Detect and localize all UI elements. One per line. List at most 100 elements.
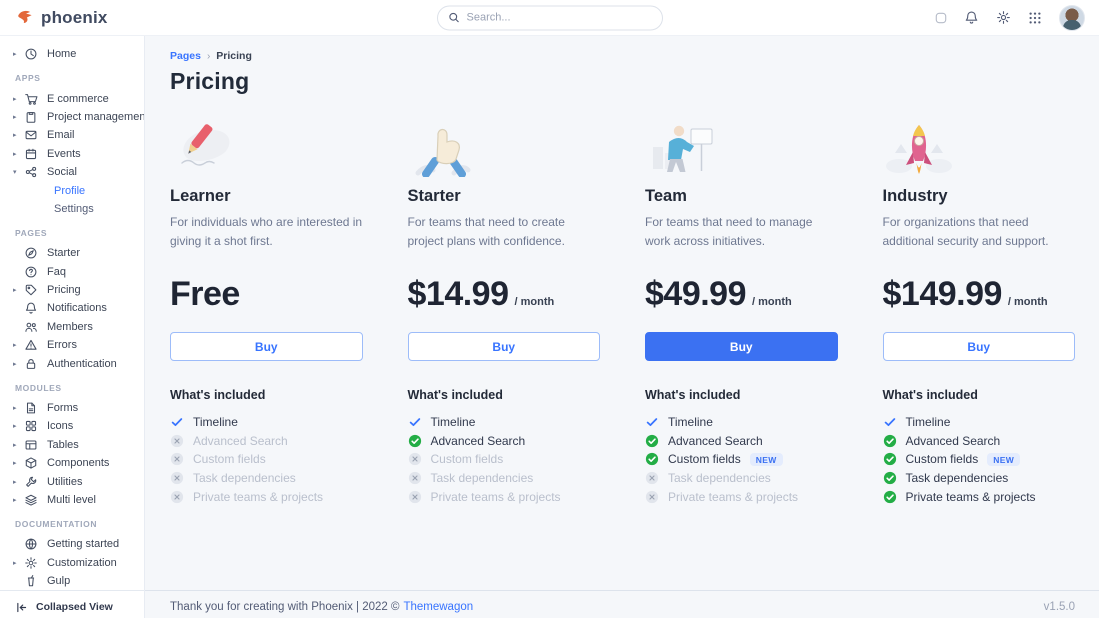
sidebar-item-forms[interactable]: ▸ Forms xyxy=(13,399,138,417)
file-icon xyxy=(24,401,39,416)
cross-circle-icon xyxy=(645,490,659,504)
sidebar-item-authentication[interactable]: ▸ Authentication xyxy=(13,354,138,372)
wrench-icon xyxy=(24,474,39,489)
sidebar-item-members[interactable]: Members xyxy=(13,318,138,336)
sidebar-item-multi-level[interactable]: ▸ Multi level xyxy=(13,491,138,509)
notifications-bell-icon[interactable] xyxy=(964,10,979,25)
check-circle-icon xyxy=(408,434,422,448)
buy-button-team[interactable]: Buy xyxy=(645,332,838,361)
buy-button-learner[interactable]: Buy xyxy=(170,332,363,361)
pricing-page: Pages › Pricing Pricing xyxy=(145,36,1099,590)
sidebar-item-components[interactable]: ▸ Components xyxy=(13,454,138,472)
sidebar-item-utilities[interactable]: ▸ Utilities xyxy=(13,472,138,490)
plan-price-row: $149.99 / month xyxy=(883,275,1076,317)
feature-list: Timeline Advanced Search Custom fields Task… xyxy=(408,413,601,506)
footer-thanks: Thank you for creating with Phoenix | 20… xyxy=(170,601,400,614)
cross-circle-icon xyxy=(170,452,184,466)
navbar-actions xyxy=(935,4,1099,31)
sidebar-item-label: Home xyxy=(47,48,77,61)
new-badge: NEW xyxy=(987,452,1021,467)
feature-custom-fields: Custom fields xyxy=(408,450,601,469)
sidebar-item-getting-started[interactable]: Getting started xyxy=(13,535,138,553)
table-icon xyxy=(24,437,39,452)
feature-label: Advanced Search xyxy=(430,433,526,448)
global-search[interactable] xyxy=(436,5,663,30)
feature-label: Task dependencies xyxy=(193,471,296,486)
collapsed-view-toggle[interactable]: Collapsed View xyxy=(0,590,144,618)
brand-logo[interactable]: phoenix xyxy=(0,8,108,28)
sidebar-item-label: Social xyxy=(47,166,77,179)
included-title: What's included xyxy=(645,388,741,402)
plan-name: Starter xyxy=(407,187,461,205)
sidebar-item-events[interactable]: ▸ Events xyxy=(13,145,138,163)
pricing-plans: Learner For individuals who are interest… xyxy=(170,119,1075,506)
sidebar-item-home[interactable]: ▸ Home xyxy=(13,45,138,63)
user-avatar[interactable] xyxy=(1059,4,1085,31)
plan-price-row: Free xyxy=(170,275,363,317)
feature-custom-fields: Custom fields xyxy=(170,450,363,469)
feature-advanced-search: Advanced Search xyxy=(883,432,1076,451)
bell-icon xyxy=(24,301,39,316)
apps-grid-icon[interactable] xyxy=(1028,11,1042,25)
sidebar-item-profile[interactable]: Profile xyxy=(54,184,86,197)
chevron-right-icon: ▸ xyxy=(13,423,17,431)
sidebar-item-pricing[interactable]: ▸ Pricing xyxy=(13,281,138,299)
sidebar-item-starter[interactable]: Starter xyxy=(13,244,138,262)
chevron-right-icon: ▸ xyxy=(13,441,17,449)
feature-label: Private teams & projects xyxy=(905,489,1036,504)
chevron-down-icon: ▾ xyxy=(13,169,17,177)
plan-industry: Industry For organizations that need add… xyxy=(882,119,1076,506)
chevron-right-icon: ▸ xyxy=(13,478,17,486)
sidebar-item-label: Members xyxy=(47,320,93,333)
feature-list: Timeline Advanced Search Custom fields Task… xyxy=(170,413,363,506)
feature-label: Task dependencies xyxy=(905,471,1009,486)
plan-team: Team For teams that need to manage work … xyxy=(645,119,838,506)
plan-name: Industry xyxy=(882,187,948,205)
sidebar-item-label: Project management xyxy=(47,110,144,123)
sidebar-item-tables[interactable]: ▸ Tables xyxy=(13,436,138,454)
included-title: What's included xyxy=(170,388,266,402)
sidebar-item-faq[interactable]: Faq xyxy=(13,263,138,281)
sidebar-item-email[interactable]: ▸ Email xyxy=(13,126,138,144)
breadcrumb-pages-link[interactable]: Pages xyxy=(170,50,201,62)
feature-label: Task dependencies xyxy=(668,471,771,486)
feature-label: Custom fields xyxy=(193,452,266,467)
settings-gear-icon[interactable] xyxy=(996,10,1011,25)
sidebar-item-gulp[interactable]: Gulp xyxy=(13,572,138,590)
sidebar-item-icons[interactable]: ▸ Icons xyxy=(13,417,138,435)
search-input[interactable] xyxy=(466,11,652,24)
plan-price: $14.99 xyxy=(407,275,510,313)
feature-custom-fields: Custom fields NEW xyxy=(645,450,838,469)
chevron-right-icon: ▸ xyxy=(13,132,17,140)
cross-circle-icon xyxy=(408,452,422,466)
chevron-right-icon: ▸ xyxy=(13,51,17,59)
check-circle-icon xyxy=(883,434,897,448)
sidebar-item-e-commerce[interactable]: ▸ E commerce xyxy=(13,89,138,107)
sidebar-item-social[interactable]: ▾ Social xyxy=(13,163,138,181)
sidebar-item-project-management[interactable]: ▸ Project management xyxy=(13,108,144,126)
sidebar-item-label: Authentication xyxy=(47,357,117,370)
plan-period: / month xyxy=(514,296,555,308)
sidebar-item-customization[interactable]: ▸ Customization xyxy=(13,554,138,572)
themewagon-link[interactable]: Themewagon xyxy=(403,601,474,614)
feature-label: Advanced Search xyxy=(668,433,763,448)
buy-button-starter[interactable]: Buy xyxy=(407,332,600,361)
feature-label: Timeline xyxy=(668,415,713,430)
breadcrumb-current: Pricing xyxy=(216,50,252,62)
plan-period: / month xyxy=(752,296,792,308)
feature-advanced-search: Advanced Search xyxy=(170,432,363,451)
box-icon xyxy=(24,456,39,471)
footer: Thank you for creating with Phoenix | 20… xyxy=(145,590,1099,618)
sidebar-item-notifications[interactable]: Notifications xyxy=(13,299,138,317)
sidebar-section-modules: MODULES xyxy=(15,382,62,393)
buy-button-industry[interactable]: Buy xyxy=(882,332,1075,361)
breadcrumb: Pages › Pricing xyxy=(170,50,1075,62)
sidebar-item-errors[interactable]: ▸ Errors xyxy=(13,336,138,354)
page-title: Pricing xyxy=(170,68,250,94)
sidebar-item-settings[interactable]: Settings xyxy=(54,202,94,215)
envelope-icon xyxy=(24,128,39,143)
chevron-right-icon: ▸ xyxy=(13,95,17,103)
feature-label: Task dependencies xyxy=(430,471,534,486)
new-badge: NEW xyxy=(749,452,783,467)
theme-toggle-icon[interactable] xyxy=(935,12,947,24)
